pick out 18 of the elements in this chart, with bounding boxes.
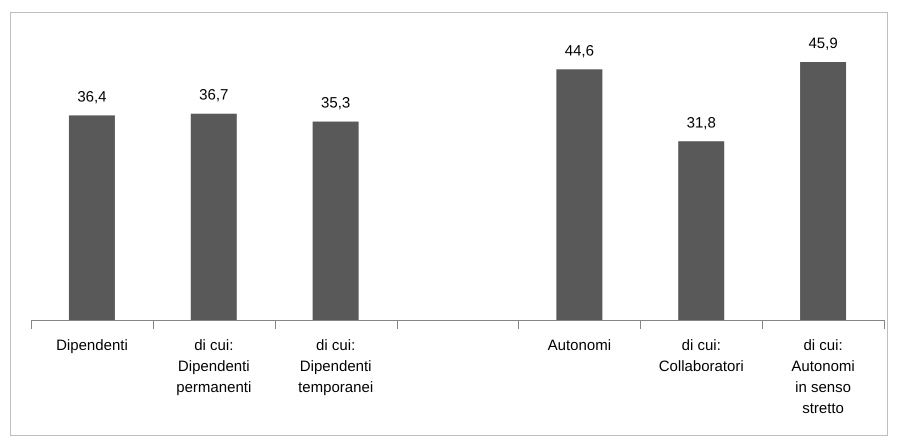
bar [800,62,846,320]
data-label: 36,7 [199,86,228,104]
x-tick-label: di cui: Autonomi in senso stretto [791,337,855,417]
bar [556,69,602,320]
x-tick-label: di cui: Dipendenti permanenti [176,337,252,396]
bar [68,115,115,320]
data-label: 36,4 [77,88,107,106]
data-label: 31,8 [686,114,716,132]
x-tick-label: Autonomi [548,337,612,354]
x-tick-label: di cui: Collaboratori [658,337,744,375]
x-tick-label: Dipendenti [56,337,128,354]
data-label: 44,6 [564,42,594,60]
bar [190,114,237,320]
data-label: 35,3 [321,94,350,112]
data-label: 45,9 [808,35,838,52]
bar [678,141,724,320]
bar [312,122,359,320]
x-tick-label: di cui: Dipendenti temporanei [298,337,374,396]
